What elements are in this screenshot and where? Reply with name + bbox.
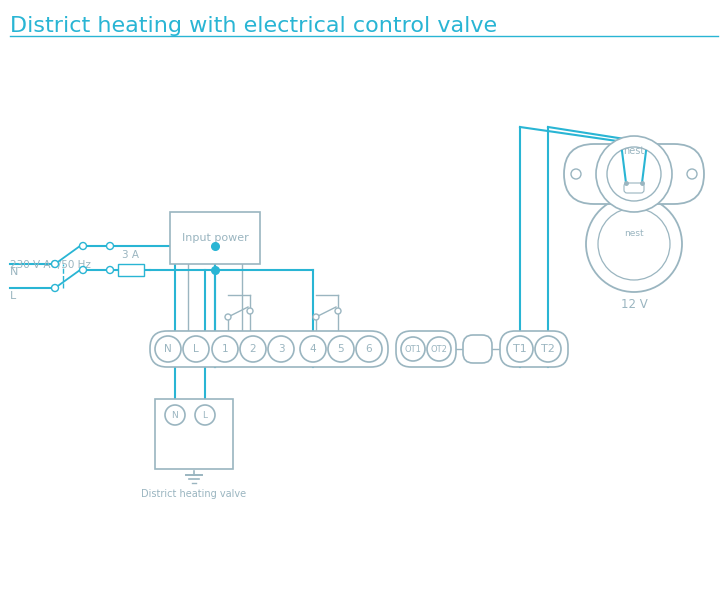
Circle shape [586, 196, 682, 292]
Circle shape [687, 169, 697, 179]
FancyBboxPatch shape [564, 144, 704, 204]
Circle shape [401, 337, 425, 361]
Circle shape [507, 336, 533, 362]
Text: District heating valve: District heating valve [141, 489, 247, 499]
Circle shape [155, 336, 181, 362]
Text: T1: T1 [513, 344, 527, 354]
Text: 4: 4 [309, 344, 316, 354]
Text: Input power: Input power [181, 233, 248, 243]
Text: L: L [193, 344, 199, 354]
Circle shape [225, 314, 231, 320]
Text: OT1: OT1 [405, 345, 422, 353]
Text: 12 V: 12 V [621, 298, 647, 311]
Circle shape [79, 267, 87, 273]
Circle shape [335, 308, 341, 314]
Circle shape [212, 336, 238, 362]
Text: N: N [10, 267, 18, 277]
FancyBboxPatch shape [463, 335, 492, 363]
Text: T2: T2 [541, 344, 555, 354]
Circle shape [571, 169, 581, 179]
Circle shape [106, 242, 114, 249]
Text: N: N [172, 410, 178, 419]
Text: 230 V AC/50 Hz: 230 V AC/50 Hz [10, 260, 91, 270]
Text: L: L [10, 291, 16, 301]
Text: 5: 5 [338, 344, 344, 354]
Circle shape [328, 336, 354, 362]
Circle shape [247, 308, 253, 314]
Bar [118, 264, 144, 276]
Circle shape [596, 136, 672, 212]
Text: 1: 1 [222, 344, 229, 354]
Circle shape [79, 242, 87, 249]
Text: 2: 2 [250, 344, 256, 354]
FancyBboxPatch shape [500, 331, 568, 367]
Circle shape [300, 336, 326, 362]
Bar [155, 399, 233, 469]
Circle shape [427, 337, 451, 361]
FancyBboxPatch shape [624, 183, 644, 193]
Text: 3 A: 3 A [122, 250, 140, 260]
Text: N: N [164, 344, 172, 354]
Text: OT2: OT2 [430, 345, 448, 353]
Circle shape [52, 285, 58, 292]
Circle shape [356, 336, 382, 362]
Circle shape [598, 208, 670, 280]
Circle shape [313, 314, 319, 320]
Text: 3: 3 [277, 344, 285, 354]
Text: 6: 6 [365, 344, 372, 354]
Circle shape [106, 267, 114, 273]
Circle shape [535, 336, 561, 362]
Circle shape [240, 336, 266, 362]
Circle shape [607, 147, 661, 201]
Circle shape [195, 405, 215, 425]
FancyBboxPatch shape [396, 331, 456, 367]
Text: nest: nest [624, 229, 644, 239]
FancyBboxPatch shape [150, 331, 388, 367]
Circle shape [183, 336, 209, 362]
Circle shape [268, 336, 294, 362]
Circle shape [52, 261, 58, 267]
Text: L: L [202, 410, 207, 419]
Bar [170, 212, 260, 264]
Circle shape [165, 405, 185, 425]
Text: nest: nest [623, 146, 644, 156]
Text: District heating with electrical control valve: District heating with electrical control… [10, 16, 497, 36]
